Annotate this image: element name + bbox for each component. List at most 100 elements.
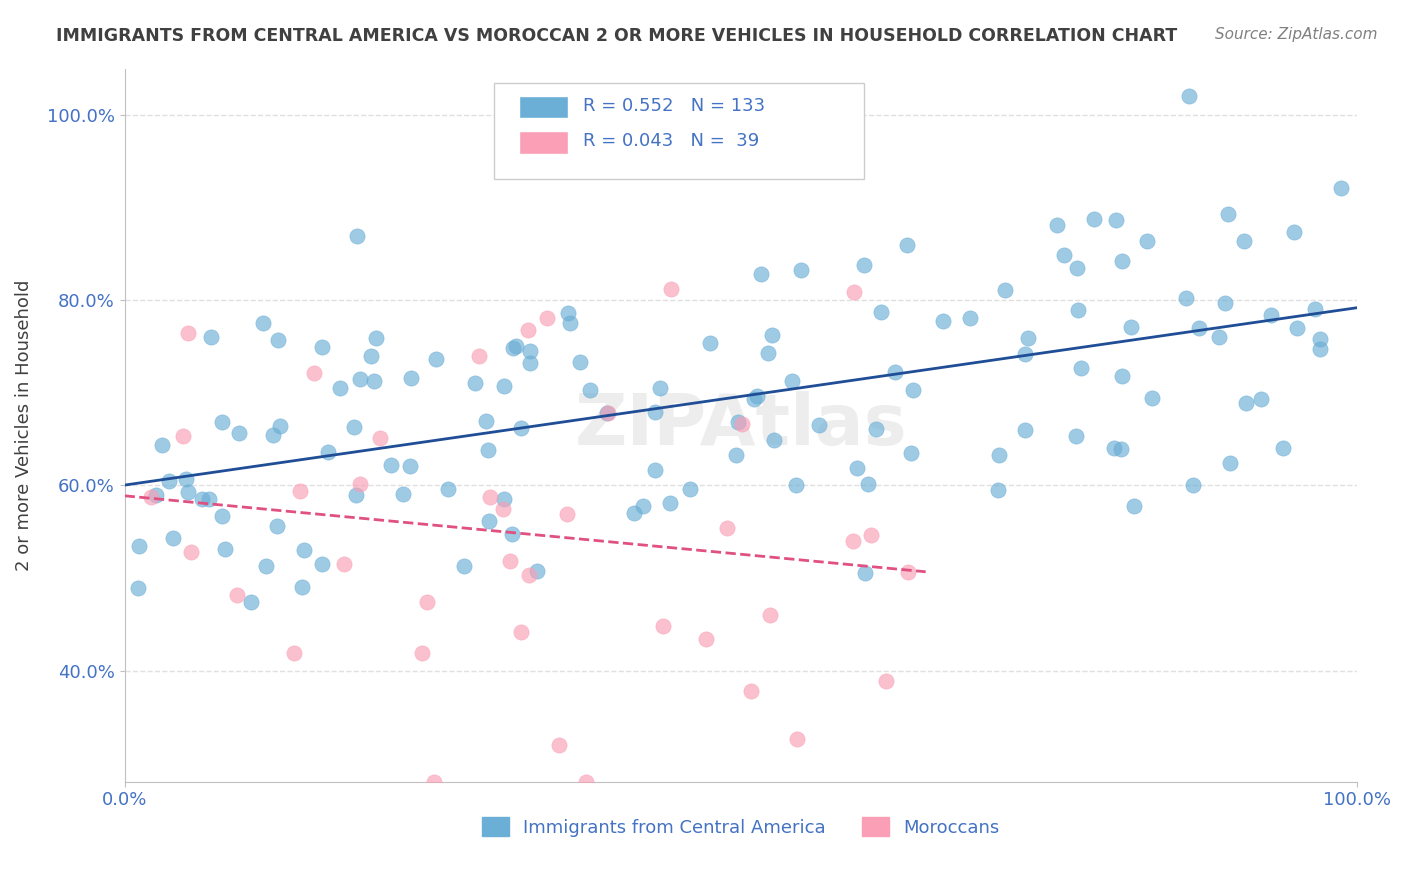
Point — [598, 406, 620, 420]
Point — [727, 415, 749, 429]
Point — [856, 477, 879, 491]
Point — [302, 366, 325, 380]
Point — [200, 330, 222, 344]
Point — [211, 415, 233, 429]
Point — [329, 381, 352, 395]
Point — [1064, 428, 1087, 442]
Point — [437, 482, 460, 496]
Point — [239, 595, 262, 609]
Point — [479, 490, 502, 504]
Point — [1017, 331, 1039, 345]
Point — [501, 527, 523, 541]
Point — [519, 356, 541, 370]
Point — [475, 414, 498, 428]
Point — [1053, 248, 1076, 262]
Point — [959, 311, 981, 326]
Point — [1140, 391, 1163, 405]
Point — [346, 228, 368, 243]
Point — [731, 417, 754, 431]
Point — [145, 488, 167, 502]
Point — [900, 445, 922, 459]
Point — [1070, 361, 1092, 376]
Point — [517, 323, 540, 337]
Point — [1067, 303, 1090, 318]
Point — [1309, 332, 1331, 346]
Point — [1083, 211, 1105, 226]
Point — [197, 491, 219, 506]
Point — [174, 472, 197, 486]
Point — [842, 285, 865, 299]
Text: R = 0.043   N =  39: R = 0.043 N = 39 — [583, 132, 759, 150]
Point — [870, 304, 893, 318]
Point — [1234, 396, 1257, 410]
Point — [786, 731, 808, 746]
Point — [318, 445, 340, 459]
Point — [644, 463, 666, 477]
Point — [254, 558, 277, 573]
Point — [283, 646, 305, 660]
Point — [509, 625, 531, 640]
Point — [392, 487, 415, 501]
Point — [725, 448, 748, 462]
Text: IMMIGRANTS FROM CENTRAL AMERICA VS MOROCCAN 2 OR MORE VEHICLES IN HOUSEHOLD CORR: IMMIGRANTS FROM CENTRAL AMERICA VS MOROC… — [56, 27, 1177, 45]
Point — [494, 379, 516, 393]
Point — [1111, 368, 1133, 383]
FancyBboxPatch shape — [519, 95, 568, 119]
Point — [349, 476, 371, 491]
Point — [579, 383, 602, 397]
FancyBboxPatch shape — [495, 83, 865, 179]
Point — [290, 483, 312, 498]
Point — [695, 632, 717, 646]
Text: Source: ZipAtlas.com: Source: ZipAtlas.com — [1215, 27, 1378, 42]
Point — [785, 478, 807, 492]
Point — [370, 431, 392, 445]
Point — [859, 527, 882, 541]
Text: ZIPAtlas: ZIPAtlas — [575, 391, 907, 459]
Point — [1260, 308, 1282, 322]
Point — [555, 507, 578, 521]
Point — [780, 374, 803, 388]
Point — [1219, 456, 1241, 470]
Point — [499, 554, 522, 568]
Point — [1208, 330, 1230, 344]
Point — [157, 474, 180, 488]
Point — [468, 349, 491, 363]
Point — [453, 558, 475, 573]
Point — [333, 557, 356, 571]
Point — [575, 774, 598, 789]
Point — [1105, 212, 1128, 227]
Point — [659, 282, 682, 296]
Point — [842, 533, 865, 548]
Point — [1014, 423, 1036, 437]
Point — [853, 566, 876, 580]
Point — [1066, 261, 1088, 276]
Point — [128, 539, 150, 553]
Point — [745, 389, 768, 403]
Point — [852, 258, 875, 272]
Point — [478, 514, 501, 528]
Point — [758, 346, 780, 360]
Point — [1309, 342, 1331, 356]
Point — [228, 426, 250, 441]
Point — [758, 607, 780, 622]
Point — [291, 580, 314, 594]
Point — [180, 545, 202, 559]
Point — [761, 328, 783, 343]
Point — [897, 565, 920, 579]
Point — [177, 326, 200, 340]
Point — [986, 483, 1008, 497]
Point — [875, 673, 897, 688]
Point — [650, 381, 672, 395]
Point — [1284, 225, 1306, 239]
Point — [808, 417, 831, 432]
Point — [749, 267, 772, 281]
Point — [127, 581, 149, 595]
Point — [211, 508, 233, 523]
Point — [380, 458, 402, 472]
Point — [1046, 218, 1069, 232]
Point — [416, 594, 439, 608]
Point — [1178, 89, 1201, 103]
Point — [679, 482, 702, 496]
Point — [1250, 392, 1272, 406]
Point — [311, 340, 333, 354]
